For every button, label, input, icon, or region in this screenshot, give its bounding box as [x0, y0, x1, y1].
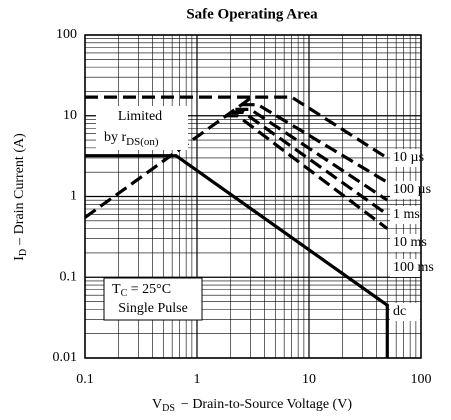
series-label: 10 ms — [393, 235, 427, 250]
annotation-part: = 25°C — [127, 282, 171, 297]
chart-title: Safe Operating Area — [186, 6, 318, 22]
series-line — [241, 103, 389, 184]
y-tick-label: 100 — [56, 27, 77, 42]
annotation-part: T — [112, 282, 121, 297]
y-tick-label: 1 — [70, 189, 77, 204]
series-line — [235, 107, 389, 202]
annotation: Single Pulse — [118, 301, 188, 316]
annotation-box — [103, 277, 203, 321]
x-tick-label: 100 — [411, 372, 432, 387]
series-label-bg — [390, 206, 420, 224]
series-label-bg — [390, 181, 420, 199]
y-tick-label: 10 — [63, 108, 77, 123]
annotation: Limited — [118, 109, 162, 124]
series-line — [225, 114, 389, 230]
annotation: TC = 25°C — [112, 282, 171, 299]
x-tick-label: 1 — [194, 372, 201, 387]
x-tick-label: 10 — [302, 372, 316, 387]
annotation-bg — [96, 106, 188, 150]
series-label: 10 µs — [393, 150, 424, 165]
x-tick-label: 0.1 — [76, 372, 94, 387]
series-label-bg — [390, 303, 420, 321]
series-label-bg — [390, 234, 420, 252]
series-label-bg — [390, 259, 420, 277]
plot-frame — [84, 34, 422, 359]
series-label: 100 ms — [393, 260, 434, 275]
y-tick-label: 0.1 — [60, 269, 78, 284]
annotation-sub: C — [121, 288, 128, 299]
series-label-bg — [390, 149, 420, 167]
series-label: 1 ms — [393, 207, 420, 222]
annotation: by rDS(on) — [104, 130, 159, 147]
y-tick-label: 0.01 — [53, 350, 78, 365]
annotation-sub: DS(on) — [126, 136, 159, 148]
x-axis-label: VDS − Drain-to-Source Voltage (V) — [152, 397, 352, 414]
series-line — [230, 110, 389, 216]
annotation-part: by r — [104, 130, 127, 145]
y-axis-label: ID– Drain Current (A) — [12, 133, 29, 261]
series-label: 100 µs — [393, 182, 431, 197]
series-line — [85, 154, 389, 358]
series-label: dc — [393, 304, 406, 319]
